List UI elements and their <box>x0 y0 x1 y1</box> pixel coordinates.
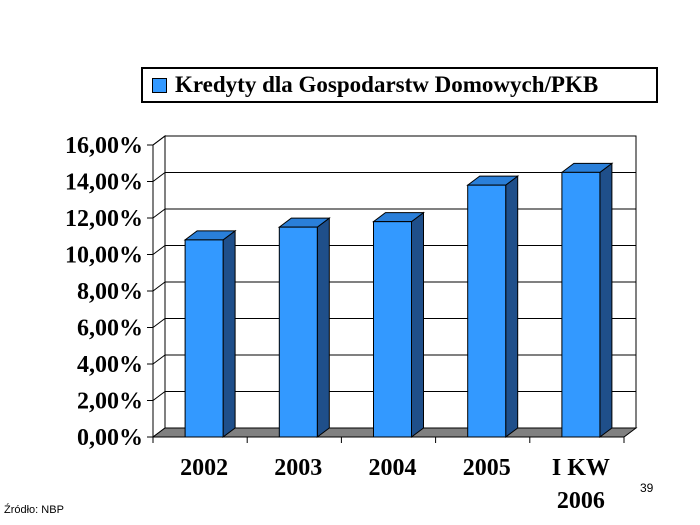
legend-label: Kredyty dla Gospodarstw Domowych/PKB <box>175 72 599 97</box>
y-tick-label: 4,00% <box>77 352 143 378</box>
gridline <box>152 172 636 182</box>
bars <box>183 162 614 438</box>
x-tick-label: I KW 2006 <box>552 455 610 514</box>
x-tick-label: 2003 <box>274 455 322 481</box>
bar-side <box>505 175 519 438</box>
gridline <box>152 135 636 146</box>
y-tick-label: 12,00% <box>65 206 143 232</box>
y-tick-labels: 0,00% 2,00% 4,00% 6,00% 8,00% 10,00% 12,00% 14,… <box>65 133 143 451</box>
bar <box>277 217 331 438</box>
y-tick-label: 8,00% <box>77 279 143 305</box>
bar-side <box>411 211 424 438</box>
legend-swatch <box>152 77 167 93</box>
y-tick-label: 0,00% <box>77 425 143 451</box>
legend: Kredyty dla Gospodarstw Domowych/PKB <box>141 67 658 103</box>
bar-front <box>561 171 601 438</box>
bar-front <box>278 226 318 438</box>
bar-front <box>467 184 507 438</box>
y-tick-label: 2,00% <box>77 389 143 415</box>
x-tick-label: 2002 <box>180 455 228 481</box>
bar-front <box>373 221 412 438</box>
bar-side <box>599 162 613 438</box>
y-tick-label: 16,00% <box>65 133 143 159</box>
bar <box>560 162 614 438</box>
y-tick-label: 10,00% <box>65 243 143 269</box>
source-note: Źródło: NBP <box>4 504 64 516</box>
bar-side <box>222 229 236 438</box>
bar <box>466 175 520 438</box>
bar <box>183 229 237 438</box>
x-tick-label: 2004 <box>369 455 417 481</box>
x-tick-labels: 2002 2003 2004 2005 I KW 2006 <box>180 455 610 514</box>
page-number: 39 <box>640 481 654 495</box>
bar-front <box>184 239 224 438</box>
y-tick-label: 6,00% <box>77 316 143 342</box>
x-tick-label: 2005 <box>463 455 511 481</box>
bar <box>372 211 425 438</box>
bar-side <box>316 217 330 438</box>
y-tick-label: 14,00% <box>65 170 143 196</box>
